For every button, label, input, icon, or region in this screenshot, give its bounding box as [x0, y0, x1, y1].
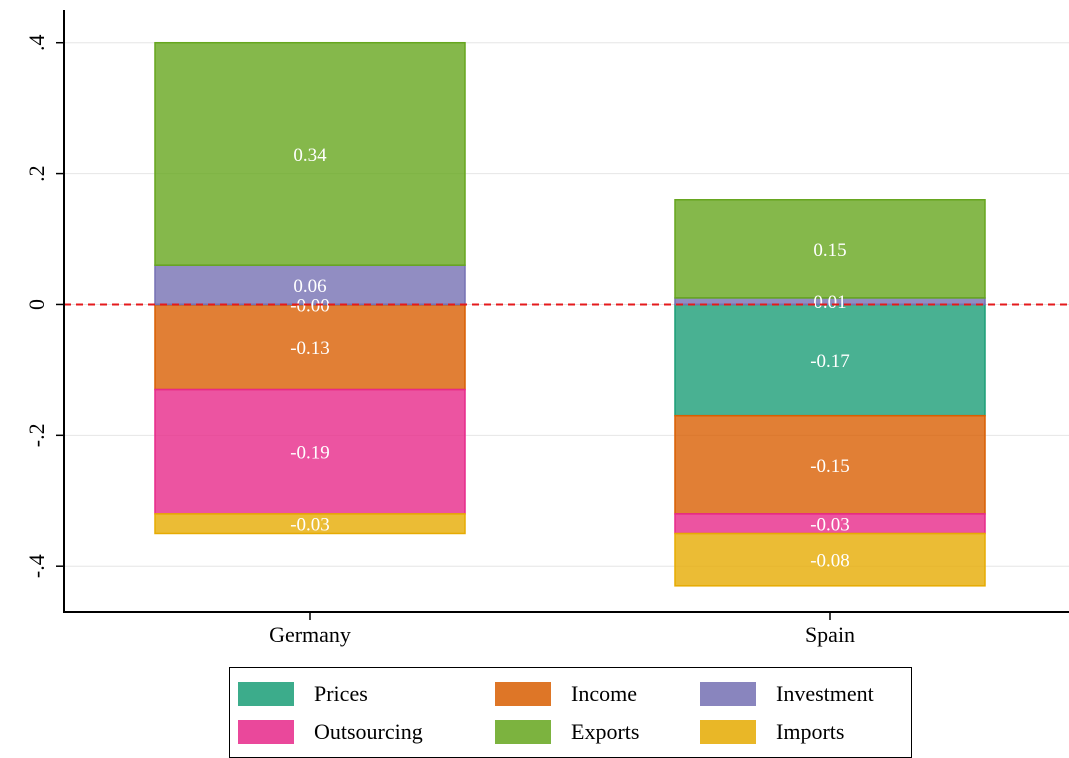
- bar-spain-prices: [674, 303, 986, 417]
- y-tick-label-3: -.2: [24, 423, 49, 447]
- legend-item-outsourcing: Outsourcing: [238, 718, 423, 746]
- segment-labels: -0.00 -0.13 0.06 -0.19 0.34 -0.03 -0.17 -0.15 0.…: [290, 145, 850, 572]
- bar-germany-investment: [154, 264, 466, 306]
- y-tick-label-2: 0: [24, 299, 49, 310]
- bar-germany-imports: [154, 513, 466, 535]
- bar-spain-exports: [674, 199, 986, 299]
- segment-label-germany-investment: 0.06: [293, 276, 326, 297]
- bar-germany-exports: [154, 41, 466, 266]
- y-tick-label-1: .2: [24, 165, 49, 182]
- x-tick-label-germany: Germany: [269, 622, 351, 647]
- bar-segments: [154, 41, 986, 587]
- legend-item-income: Income: [495, 680, 637, 708]
- segment-label-spain-imports: -0.08: [810, 551, 850, 572]
- legend-item-investment: Investment: [700, 680, 874, 708]
- stacked-bar-chart: -0.00 -0.13 0.06 -0.19 0.34 -0.03 -0.17 -0.15 0.…: [24, 10, 1069, 647]
- x-tick-label-spain: Spain: [805, 622, 855, 647]
- bar-spain-income: [674, 414, 986, 515]
- y-tick-label-0: .4: [24, 34, 49, 51]
- segment-label-germany-exports: 0.34: [293, 145, 327, 166]
- segment-label-germany-imports: -0.03: [290, 515, 330, 536]
- segment-label-spain-investment: 0.01: [813, 292, 846, 313]
- legend-item-prices: Prices: [238, 680, 368, 708]
- legend-label-exports: Exports: [571, 719, 640, 744]
- legend-label-investment: Investment: [776, 681, 874, 706]
- legend-swatch-imports: [700, 720, 756, 744]
- segment-label-spain-exports: 0.15: [813, 240, 846, 261]
- y-tick-label-4: -.4: [24, 554, 49, 578]
- segment-label-spain-income: -0.15: [810, 456, 850, 477]
- legend-label-outsourcing: Outsourcing: [314, 719, 423, 744]
- legend-swatch-investment: [700, 682, 756, 706]
- legend-swatch-prices: [238, 682, 294, 706]
- legend-label-imports: Imports: [776, 719, 845, 744]
- legend-swatch-outsourcing: [238, 720, 294, 744]
- segment-label-spain-outsourcing: -0.03: [810, 515, 850, 536]
- segment-label-germany-outsourcing: -0.19: [290, 443, 330, 464]
- bar-germany-income: [154, 303, 466, 391]
- bar-spain-imports: [674, 532, 986, 587]
- legend-label-income: Income: [571, 681, 637, 706]
- bar-germany-outsourcing: [154, 388, 466, 515]
- legend: Prices Income Investment Outsourcing Exports…: [229, 667, 912, 758]
- axes: .4 .2 0 -.2 -.4 Germany Spain: [24, 10, 1069, 647]
- segment-label-germany-income: -0.13: [290, 338, 330, 359]
- legend-item-exports: Exports: [495, 718, 639, 746]
- legend-label-prices: Prices: [314, 681, 368, 706]
- segment-label-germany-prices: -0.00: [290, 295, 330, 316]
- legend-swatch-exports: [495, 720, 551, 744]
- segment-label-spain-prices: -0.17: [810, 351, 850, 372]
- legend-swatch-income: [495, 682, 551, 706]
- legend-item-imports: Imports: [700, 718, 844, 746]
